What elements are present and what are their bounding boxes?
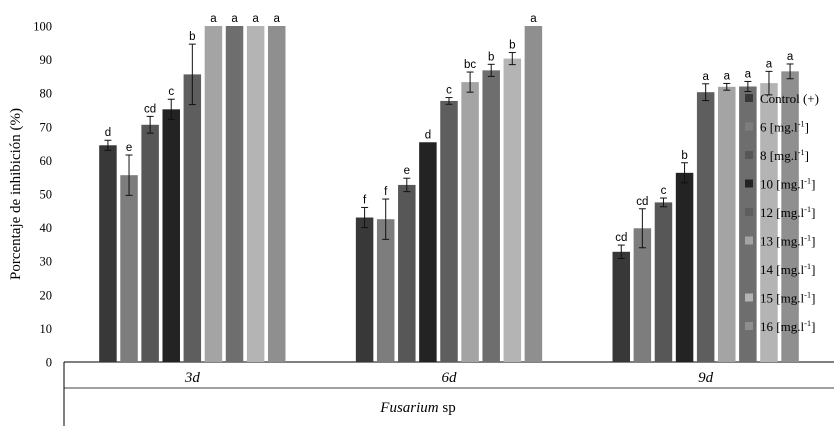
y-tick-label: 0 — [46, 356, 52, 370]
significance-letter: cd — [144, 103, 156, 115]
x-axis-title: Fusarium sp — [379, 400, 455, 416]
significance-letter: b — [189, 31, 195, 43]
significance-letter: a — [787, 51, 794, 63]
bar — [398, 184, 416, 362]
bar — [183, 74, 202, 362]
significance-letter: a — [702, 71, 709, 83]
bar — [120, 175, 138, 362]
bar — [246, 26, 265, 362]
bar — [633, 228, 652, 362]
legend-swatch — [745, 94, 753, 102]
legend-swatch — [745, 293, 753, 302]
y-tick-label: 90 — [40, 53, 53, 67]
significance-letter: f — [363, 194, 367, 206]
significance-letter: a — [274, 13, 281, 25]
bar — [204, 26, 223, 362]
significance-letter: d — [425, 129, 431, 141]
y-tick-label: 100 — [33, 20, 52, 34]
bar — [718, 86, 736, 362]
bar — [419, 142, 437, 362]
legend-label: 14 [mg.l-1] — [760, 261, 816, 277]
legend-swatch — [745, 265, 753, 273]
legend-label: 15 [mg.l-1] — [760, 290, 816, 306]
y-tick-label: 40 — [40, 221, 53, 235]
legend-label: 13 [mg.l-1] — [760, 233, 816, 249]
y-tick-label: 30 — [40, 255, 53, 269]
legend-label: 10 [mg.l-1] — [760, 176, 816, 192]
legend-swatch — [745, 236, 753, 245]
bar — [612, 251, 631, 362]
bar — [225, 26, 244, 362]
legend: Control (+) 6 [mg.l-1] 8 [mg.l-1] 10 [mg.l-… — [745, 91, 819, 334]
significance-letter: cd — [615, 232, 627, 244]
significance-letter: a — [766, 58, 773, 70]
significance-letter: c — [661, 185, 667, 197]
category-label: 6d — [442, 370, 458, 386]
x-axis — [63, 362, 834, 426]
bar — [696, 92, 715, 362]
bar — [524, 26, 543, 362]
legend-swatch — [745, 151, 753, 159]
bar — [461, 82, 479, 362]
significance-letter: a — [252, 13, 259, 25]
legend-label: 8 [mg.l-1] — [760, 147, 809, 163]
bar — [781, 71, 799, 363]
y-axis-title: Porcentaje de inhibición (%) — [8, 108, 24, 280]
significance-letter: a — [231, 13, 238, 25]
y-tick-label: 20 — [40, 288, 53, 302]
bar — [654, 202, 673, 362]
category-label: 3d — [184, 370, 201, 386]
bar — [440, 100, 458, 362]
significance-letter: f — [384, 186, 388, 198]
bar — [267, 26, 286, 362]
bar — [482, 70, 500, 363]
significance-letter: e — [404, 165, 410, 177]
bar — [503, 58, 522, 362]
bar — [99, 145, 117, 362]
legend-label: 16 [mg.l-1] — [760, 318, 816, 334]
legend-swatch — [745, 179, 753, 188]
significance-letter: e — [126, 142, 132, 154]
significance-letter: b — [681, 150, 687, 162]
significance-letter: c — [446, 85, 452, 97]
legend-swatch — [745, 322, 753, 330]
significance-letter: b — [509, 40, 515, 52]
significance-letter: bc — [464, 59, 476, 71]
legend-swatch — [745, 122, 753, 131]
category-label: 9d — [698, 370, 714, 386]
bar — [141, 124, 159, 362]
significance-letter: a — [210, 13, 217, 25]
y-tick-label: 60 — [40, 154, 53, 168]
bar — [162, 109, 180, 362]
y-tick-label: 10 — [40, 322, 53, 336]
bar — [355, 217, 374, 362]
significance-letter: a — [530, 13, 537, 25]
y-tick-label: 50 — [40, 188, 53, 202]
legend-label: Control (+) — [760, 91, 819, 106]
legend-label: 6 [mg.l-1] — [760, 119, 809, 135]
y-tick-label: 70 — [40, 120, 53, 134]
bar — [376, 219, 395, 362]
bar — [760, 83, 778, 363]
significance-letter: cd — [636, 196, 648, 208]
legend-label: 12 [mg.l-1] — [760, 204, 816, 220]
legend-swatch — [745, 208, 753, 216]
significance-letter: d — [105, 127, 111, 139]
y-tick-label: 80 — [40, 87, 53, 101]
bar — [675, 172, 694, 362]
significance-letter: c — [168, 86, 174, 98]
significance-letter: b — [488, 51, 494, 63]
significance-letter: a — [745, 68, 752, 80]
significance-letter: a — [724, 70, 731, 82]
